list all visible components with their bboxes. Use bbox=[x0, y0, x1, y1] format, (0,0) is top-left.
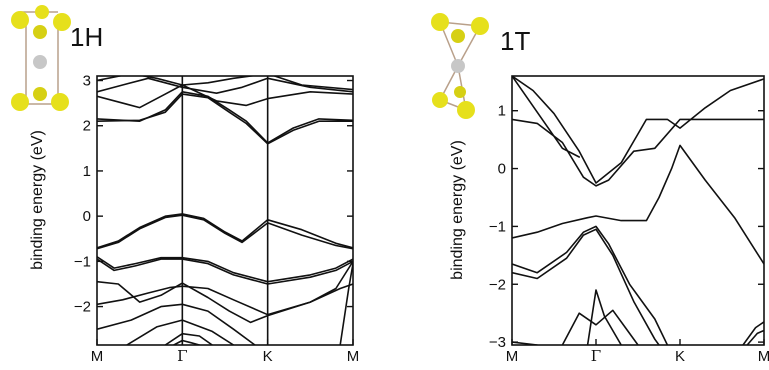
y-tick-label: 2 bbox=[83, 118, 91, 135]
x-tick-label: M bbox=[506, 348, 519, 365]
plot-frame bbox=[511, 75, 765, 346]
band-line-7 bbox=[97, 214, 353, 250]
band-line-6 bbox=[97, 213, 353, 249]
crystal-structure-1t-icon bbox=[431, 13, 489, 119]
y-tick-label: 1 bbox=[498, 103, 506, 120]
chart-title-1t: 1T bbox=[500, 26, 530, 56]
y-tick-label: 3 bbox=[83, 73, 91, 90]
y-tick-label: −3 bbox=[489, 334, 506, 351]
band-line-9 bbox=[586, 289, 622, 345]
band-line-11 bbox=[746, 329, 764, 345]
band-line-1 bbox=[512, 76, 764, 184]
x-tick-label: M bbox=[758, 348, 769, 365]
band-line-5 bbox=[512, 225, 669, 345]
band-lines bbox=[512, 76, 764, 345]
band-line-8 bbox=[97, 256, 353, 283]
band-line-6 bbox=[512, 228, 660, 345]
band-line-3 bbox=[512, 76, 580, 158]
crystal-structure-1h-icon bbox=[11, 5, 71, 111]
band-line-10 bbox=[742, 321, 764, 345]
band-line-9 bbox=[97, 258, 353, 285]
y-tick-label: 1 bbox=[83, 163, 91, 180]
y-tick-label: −2 bbox=[489, 276, 506, 293]
band-line-5 bbox=[97, 93, 353, 145]
y-axis-label: binding energy (eV) bbox=[29, 130, 46, 270]
band-line-14 bbox=[164, 332, 213, 345]
x-tick-label: Γ bbox=[177, 347, 187, 365]
band-line-2 bbox=[97, 77, 353, 94]
x-tick-label: K bbox=[675, 348, 685, 365]
band-line-11 bbox=[97, 283, 353, 316]
x-tick-label: M bbox=[91, 348, 104, 365]
y-tick-label: −1 bbox=[74, 253, 91, 270]
band-line-1 bbox=[97, 76, 353, 91]
y-axis-label: binding energy (eV) bbox=[449, 140, 466, 280]
band-line-16 bbox=[339, 262, 353, 345]
band-line-4 bbox=[512, 144, 764, 265]
x-tick-label: M bbox=[347, 348, 360, 365]
band-lines bbox=[97, 76, 353, 345]
x-tick-label: K bbox=[263, 348, 273, 365]
y-tick-label: 0 bbox=[83, 208, 91, 225]
y-tick-label: 0 bbox=[498, 161, 506, 178]
chart-title-1h: 1H bbox=[70, 22, 103, 52]
y-tick-label: −2 bbox=[74, 299, 91, 316]
plot-frame bbox=[96, 75, 354, 346]
y-tick-label: −1 bbox=[489, 218, 506, 235]
band-line-12 bbox=[97, 303, 256, 345]
band-line-8 bbox=[561, 309, 639, 345]
band-line-4 bbox=[97, 91, 353, 144]
x-tick-label: Γ bbox=[591, 347, 601, 365]
band-line-15 bbox=[173, 339, 201, 345]
